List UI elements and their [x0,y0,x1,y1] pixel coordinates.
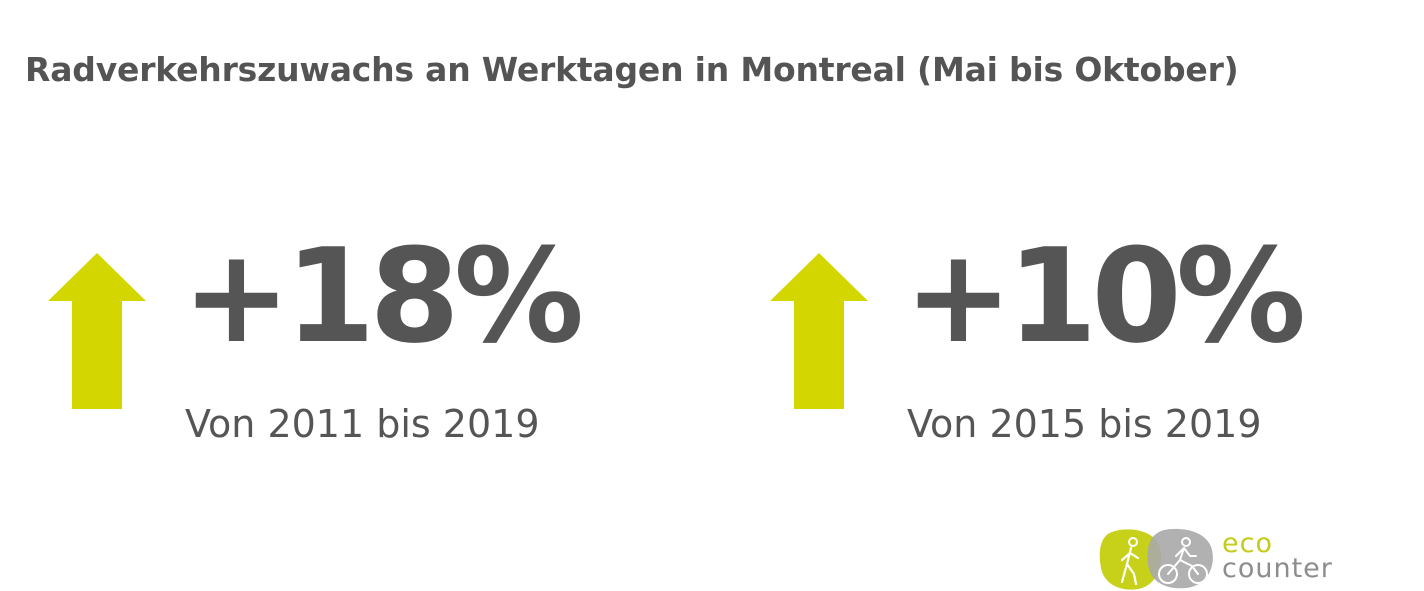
stat-period: Von 2011 bis 2019 [185,402,540,446]
stat-value: +10% [904,220,1306,372]
stat-value: +18% [182,220,584,372]
logo-wordmark: eco counter [1222,528,1333,584]
page-title: Radverkehrszuwachs an Werktagen in Montr… [25,50,1239,89]
up-arrow-icon [48,253,146,409]
cyclist-icon [1147,528,1213,589]
up-arrow-icon [770,253,868,409]
stat-period: Von 2015 bis 2019 [907,402,1262,446]
logo-word-eco: eco [1222,528,1273,559]
pedestrian-icon [1099,529,1162,590]
eco-counter-logo: eco counter [1098,526,1363,591]
logo-word-counter: counter [1222,553,1333,584]
